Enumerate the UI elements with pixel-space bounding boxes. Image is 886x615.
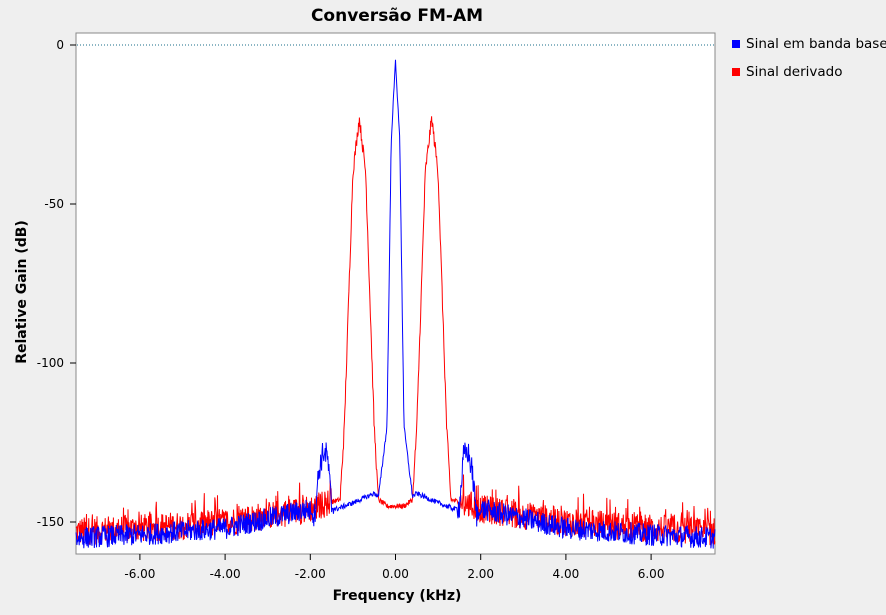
axis-ticks: -6.00 -4.00 -2.00 0.00 2.00 4.00 6.00 0 -50 -100 -…	[37, 38, 714, 581]
x-tick-label: -4.00	[210, 567, 241, 581]
y-tick-label: -50	[44, 197, 64, 211]
chart-title: Conversão FM-AM	[311, 6, 483, 26]
y-tick-label: -150	[37, 515, 64, 529]
y-axis-label: Relative Gain (dB)	[14, 220, 30, 364]
y-tick-label: -100	[37, 356, 64, 370]
series-layer	[75, 59, 716, 549]
series-line-baseband	[75, 59, 716, 549]
x-tick-label: -6.00	[124, 567, 155, 581]
x-tick-label: -2.00	[295, 567, 326, 581]
legend-item-derived[interactable]: Sinal derivado	[732, 62, 886, 82]
legend-label-baseband: Sinal em banda base	[746, 36, 886, 52]
plot-area	[75, 32, 716, 555]
legend-swatch-blue	[732, 40, 740, 48]
legend-swatch-red	[732, 68, 740, 76]
x-tick-label: 4.00	[553, 567, 580, 581]
x-tick-label: 0.00	[382, 567, 409, 581]
x-axis-label: Frequency (kHz)	[333, 588, 462, 604]
legend: Sinal em banda base Sinal derivado	[732, 34, 886, 90]
x-tick-label: 6.00	[638, 567, 665, 581]
legend-item-baseband[interactable]: Sinal em banda base	[732, 34, 886, 54]
x-tick-label: 2.00	[467, 567, 494, 581]
y-tick-label: 0	[56, 38, 64, 52]
legend-label-derived: Sinal derivado	[746, 64, 843, 80]
